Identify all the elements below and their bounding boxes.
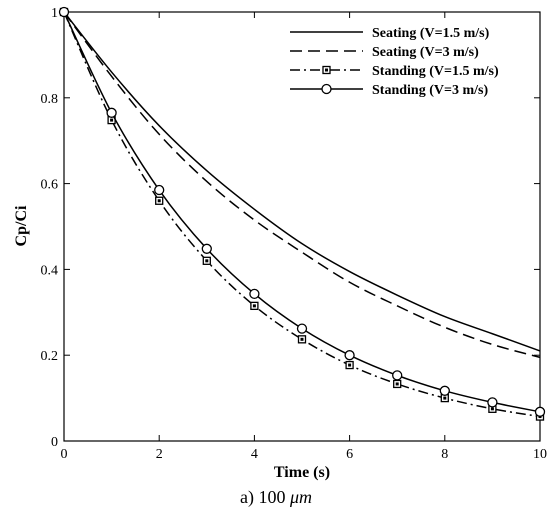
square-point-marker xyxy=(393,379,402,389)
caption-label: a) 100 xyxy=(240,487,285,508)
legend: Seating (V=1.5 m/s) Seating (V=3 m/s) Stan… xyxy=(290,26,499,98)
series-line xyxy=(63,11,541,413)
legend-item: Seating (V=3 m/s) xyxy=(290,45,479,60)
x-tick-label: 2 xyxy=(156,447,163,462)
legend-item: Standing (V=1.5 m/s) xyxy=(290,64,499,79)
circle-point-marker xyxy=(249,288,260,300)
circle-point-marker xyxy=(392,370,403,381)
legend-label: Standing (V=3 m/s) xyxy=(372,83,488,98)
legend-item: Seating (V=1.5 m/s) xyxy=(290,26,490,41)
y-tick-label: 0.6 xyxy=(41,178,59,193)
y-tick-label: 0.4 xyxy=(41,263,59,278)
series-line xyxy=(63,11,541,418)
caption-unit: μm xyxy=(289,487,312,507)
axis-ticks: 0 2 4 6 8 10 0 0.2 0.4 0.6 0.8 1 xyxy=(41,6,548,462)
x-axis-title: Time (s) xyxy=(274,464,330,481)
square-point-marker xyxy=(155,196,164,205)
plot-area-frame xyxy=(63,11,541,442)
x-tick-label: 4 xyxy=(251,447,258,462)
series-4 xyxy=(58,6,546,417)
square-point-marker xyxy=(250,301,259,311)
square-point-marker xyxy=(322,65,331,75)
legend-label: Seating (V=1.5 m/s) xyxy=(372,26,490,41)
x-tick-label: 0 xyxy=(61,447,68,462)
x-tick-label: 10 xyxy=(533,447,547,462)
series-2 xyxy=(63,11,541,359)
circle-point-marker xyxy=(487,397,498,408)
legend-item: Standing (V=3 m/s) xyxy=(290,83,488,98)
legend-label: Standing (V=1.5 m/s) xyxy=(372,64,499,79)
circle-point-marker xyxy=(534,406,546,417)
y-tick-label: 0 xyxy=(51,435,58,450)
square-point-marker xyxy=(345,360,354,370)
circle-point-marker xyxy=(296,323,308,334)
x-tick-label: 6 xyxy=(346,447,353,462)
y-tick-label: 0.8 xyxy=(41,92,59,107)
series-line xyxy=(63,11,541,352)
circle-point-marker xyxy=(106,107,117,118)
square-point-marker xyxy=(202,256,211,265)
figure-caption: a) 100 μm xyxy=(240,487,312,508)
series-line xyxy=(63,11,541,359)
y-tick-label: 0.2 xyxy=(41,349,59,364)
x-tick-label: 8 xyxy=(441,447,448,462)
legend-label: Seating (V=3 m/s) xyxy=(372,45,479,60)
circle-point-marker xyxy=(439,385,450,396)
circle-point-marker xyxy=(321,83,332,95)
circle-point-marker xyxy=(154,184,165,196)
series-lines xyxy=(58,6,546,421)
circle-point-marker xyxy=(201,243,212,254)
square-point-marker xyxy=(297,335,307,344)
y-tick-label: 1 xyxy=(51,6,58,21)
y-axis-title: Cp/Ci xyxy=(13,205,30,246)
circle-point-marker xyxy=(344,350,355,361)
circle-point-marker xyxy=(58,6,70,18)
series-1 xyxy=(63,11,541,352)
